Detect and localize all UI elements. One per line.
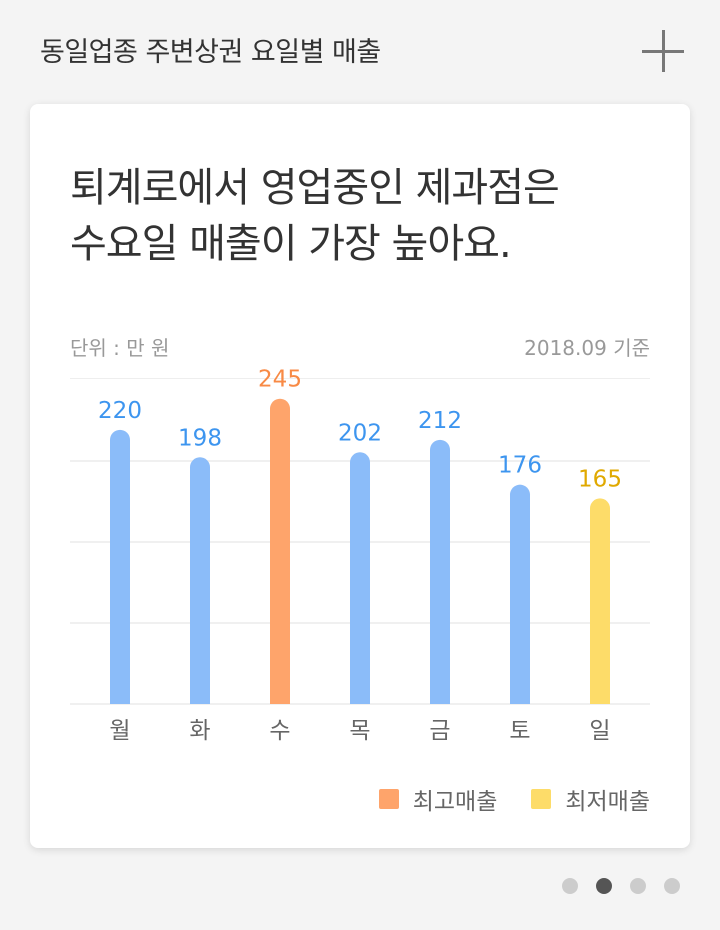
pagination-dot[interactable]	[630, 878, 646, 894]
data-label-수: 245	[258, 367, 302, 393]
x-tick-label: 수	[269, 718, 290, 744]
pagination-dot[interactable]	[562, 878, 578, 894]
bar-목	[350, 452, 370, 704]
legend-item-max: 최고매출	[378, 782, 498, 816]
page-title: 동일업종 주변상권 요일별 매출	[40, 37, 381, 68]
bar-월	[110, 429, 130, 704]
headline-line-1: 퇴계로에서 영업중인 제과점은	[70, 165, 560, 211]
divider	[70, 378, 650, 379]
basis-label: 2018.09 기준	[524, 336, 650, 360]
bar-일	[590, 498, 610, 704]
headline-line-2: 수요일 매출이 가장 높아요.	[70, 221, 512, 267]
data-label-토: 176	[498, 453, 542, 479]
legend-label-max: 최고매출	[412, 789, 498, 815]
bar-금	[430, 439, 450, 704]
bar-수	[270, 398, 290, 704]
card-headline: 퇴계로에서 영업중인 제과점은 수요일 매출이 가장 높아요.	[70, 160, 660, 272]
chart-legend: 최고매출 최저매출	[378, 782, 650, 816]
plus-icon[interactable]	[640, 28, 686, 74]
unit-label: 단위 : 만 원	[70, 336, 170, 360]
x-tick-label: 금	[429, 718, 450, 744]
x-tick-label: 토	[509, 718, 530, 744]
data-label-화: 198	[178, 425, 222, 451]
bar-토	[510, 484, 530, 704]
bar-화	[190, 457, 210, 704]
pagination-dot[interactable]	[664, 878, 680, 894]
x-tick-label: 목	[349, 718, 370, 744]
bar-chart: 220 월 198 화 245 수 202 목 212 금 176 토 165 일	[70, 367, 650, 744]
legend-swatch-max	[378, 789, 399, 809]
chart-card: 퇴계로에서 영업중인 제과점은 수요일 매출이 가장 높아요. 단위 : 만 원…	[30, 104, 690, 848]
data-label-금: 212	[418, 408, 462, 434]
x-tick-label: 월	[109, 718, 130, 744]
legend-swatch-min	[531, 789, 552, 809]
legend-item-min: 최저매출	[531, 782, 650, 816]
x-tick-label: 일	[589, 718, 610, 744]
x-tick-label: 화	[189, 718, 210, 744]
pagination-dot[interactable]	[596, 878, 612, 894]
data-label-목: 202	[338, 420, 382, 446]
pagination-dots	[562, 878, 680, 894]
data-label-일: 165	[578, 466, 622, 492]
data-label-월: 220	[98, 398, 142, 424]
header: 동일업종 주변상권 요일별 매출	[0, 0, 720, 100]
legend-label-min: 최저매출	[565, 789, 650, 815]
